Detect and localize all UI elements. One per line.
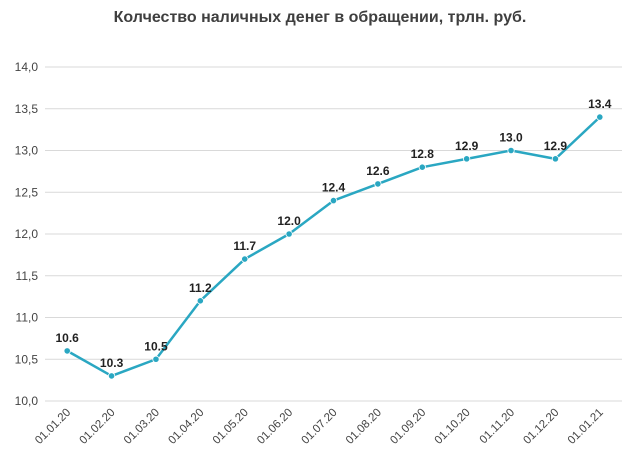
data-label: 10.6 [56,331,80,345]
x-tick-label: 01.08.20 [344,407,384,447]
data-point [329,197,338,205]
data-point [374,180,382,188]
data-point [196,297,204,305]
data-label: 12.9 [455,139,479,153]
data-label: 13.0 [499,131,523,145]
data-point [63,347,71,355]
x-tick-label: 01.09.20 [388,407,428,447]
data-point [285,230,293,238]
markers-layer [63,113,604,380]
x-tick-label: 01.05.20 [211,407,251,447]
x-tick-label: 01.01.21 [566,407,606,447]
data-label: 12.9 [544,139,568,153]
grid-lines [45,66,622,402]
data-label: 12.6 [366,164,390,178]
y-axis-ticks: 10,0 10,5 11,0 11,5 12,0 12,5 13,0 13,5 14,0 [15,60,39,408]
y-tick-label: 12,0 [15,227,39,241]
data-point [507,146,515,155]
data-label: 10.3 [100,356,124,370]
data-label: 11.7 [233,239,256,253]
y-tick-label: 11,0 [16,311,39,325]
x-tick-label: 01.02.20 [78,407,118,447]
x-tick-label: 01.07.20 [299,407,339,447]
chart-title: Колчество наличных денег в обращении, тр… [113,9,527,26]
x-tick-label: 01.10.20 [433,407,473,447]
y-tick-label: 13,0 [15,144,39,158]
y-tick-label: 10,5 [15,352,39,366]
data-point [107,372,116,380]
x-tick-label: 01.11.20 [478,407,518,447]
data-label: 12.4 [322,181,346,195]
data-label: 12.0 [277,214,301,228]
y-tick-label: 14,0 [15,60,39,74]
series-line [66,116,601,378]
data-label: 13.4 [588,97,612,111]
data-label: 12.8 [411,147,435,161]
y-tick-label: 13,5 [15,102,39,116]
x-tick-label: 01.12.20 [521,407,561,447]
y-tick-label: 10,0 [15,394,39,408]
data-point [596,113,604,121]
data-point [241,255,249,263]
x-axis-ticks: 01.01.20 01.02.20 01.03.20 01.04.20 01.05.20… [33,407,606,447]
data-point [418,163,426,171]
data-label: 10.5 [144,339,168,353]
y-tick-label: 11,5 [16,269,39,283]
x-tick-label: 01.04.20 [166,407,206,447]
data-point [152,355,160,363]
x-tick-label: 01.03.20 [122,407,162,447]
data-label: 11.2 [189,281,212,295]
data-labels-layer: 10.6 10.3 10.5 11.2 11.7 12.0 12.4 12.6 12.8 12.9… [56,97,612,370]
data-point [551,155,560,163]
y-tick-label: 12,5 [15,185,39,199]
x-tick-label: 01.01.20 [33,407,73,447]
x-tick-label: 01.06.20 [255,407,295,447]
data-point [463,155,471,163]
series-layer [66,116,601,378]
